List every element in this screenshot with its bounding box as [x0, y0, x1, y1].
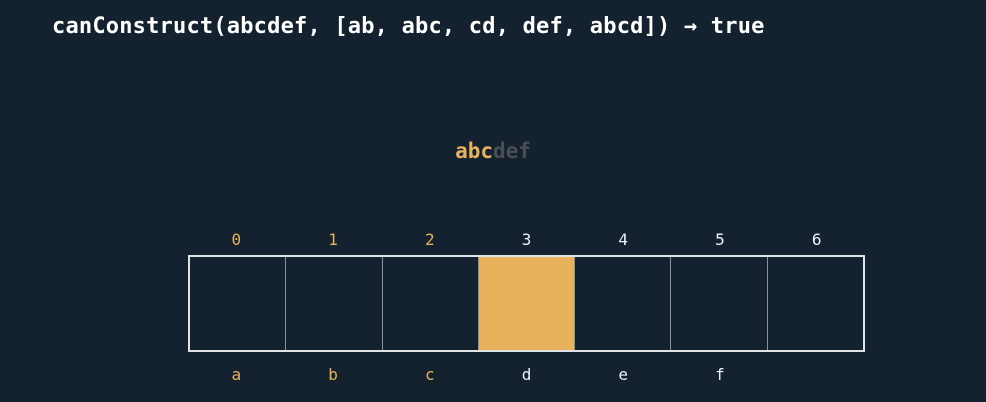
index-label-3: 3 [521, 230, 532, 249]
index-row: 0 1 2 3 4 5 6 [188, 230, 865, 250]
table-cell-4 [575, 257, 672, 350]
letter-row: a b c d e f [188, 364, 865, 386]
letter-label-4: e [618, 365, 629, 384]
index-label-5: 5 [715, 230, 725, 249]
page-title: canConstruct(abcdef, [ab, abc, cd, def, … [52, 14, 765, 39]
table-cell-0 [190, 257, 287, 350]
letter-label-3: d [521, 365, 532, 384]
remaining-suffix: def [493, 139, 531, 163]
index-label-1: 1 [328, 230, 338, 249]
index-label-6: 6 [811, 230, 822, 249]
index-label-4: 4 [618, 230, 629, 249]
index-label-2: 2 [424, 230, 435, 249]
table-cell-3 [478, 257, 576, 350]
index-label-0: 0 [231, 230, 242, 249]
matched-prefix: abc [455, 139, 493, 163]
table-cell-6 [768, 257, 863, 350]
letter-label-0: a [231, 365, 242, 384]
target-string-progress: abcdef [0, 139, 986, 163]
dp-table [188, 255, 865, 352]
letter-label-1: b [328, 365, 338, 384]
table-cell-1 [286, 257, 383, 350]
letter-label-6 [768, 364, 865, 386]
letter-label-5: f [715, 365, 725, 384]
letter-label-2: c [424, 365, 435, 384]
table-cell-5 [671, 257, 768, 350]
table-cell-2 [383, 257, 479, 350]
